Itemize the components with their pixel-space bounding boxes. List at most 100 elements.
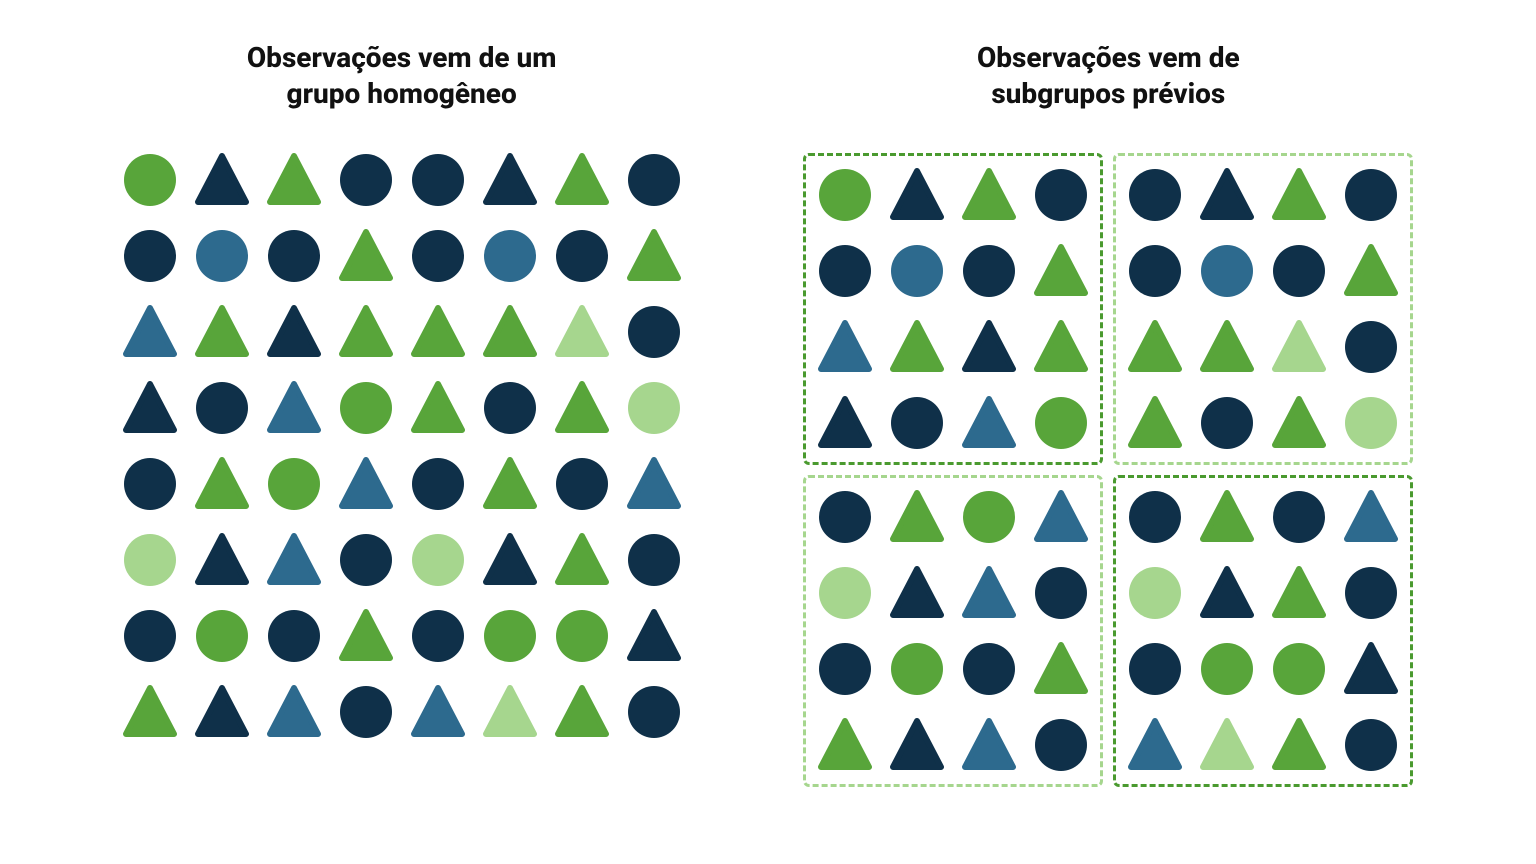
circle-shape (411, 457, 465, 511)
circle-shape (1128, 244, 1182, 298)
triangle-shape (818, 718, 872, 772)
circle-shape (339, 685, 393, 739)
triangle-shape (890, 718, 944, 772)
circle-shape (890, 642, 944, 696)
triangle-shape (555, 153, 609, 207)
circle-shape (195, 609, 249, 663)
circle-shape (1128, 168, 1182, 222)
triangle-shape (627, 457, 681, 511)
triangle-shape (962, 566, 1016, 620)
subgroup-grid-4 (1128, 490, 1398, 772)
triangle-shape (339, 305, 393, 359)
circle-shape (1272, 490, 1326, 544)
circle-shape (818, 566, 872, 620)
triangle-shape (890, 320, 944, 374)
triangle-shape (195, 457, 249, 511)
circle-shape (555, 229, 609, 283)
circle-shape (962, 244, 1016, 298)
circle-shape (1344, 320, 1398, 374)
triangle-shape (195, 533, 249, 587)
triangle-shape (267, 533, 321, 587)
triangle-shape (339, 609, 393, 663)
circle-shape (483, 609, 537, 663)
triangle-shape (195, 153, 249, 207)
circle-shape (483, 229, 537, 283)
triangle-shape (1272, 396, 1326, 450)
triangle-shape (267, 153, 321, 207)
circle-shape (818, 490, 872, 544)
triangle-shape (195, 685, 249, 739)
triangle-shape (1200, 320, 1254, 374)
triangle-shape (627, 229, 681, 283)
triangle-shape (1200, 566, 1254, 620)
triangle-shape (123, 305, 177, 359)
triangle-shape (962, 396, 1016, 450)
circle-shape (818, 244, 872, 298)
circle-shape (627, 381, 681, 435)
circle-shape (411, 609, 465, 663)
subgroup-box-2 (1113, 153, 1413, 465)
circle-shape (195, 381, 249, 435)
left-panel: Observações vem de um grupo homogêneo (123, 40, 681, 739)
triangle-shape (1034, 320, 1088, 374)
circle-shape (627, 153, 681, 207)
triangle-shape (555, 685, 609, 739)
circle-shape (1128, 566, 1182, 620)
circle-shape (483, 381, 537, 435)
circle-shape (1344, 718, 1398, 772)
circle-shape (1128, 490, 1182, 544)
circle-shape (1200, 642, 1254, 696)
triangle-shape (267, 381, 321, 435)
triangle-shape (555, 381, 609, 435)
circle-shape (1034, 168, 1088, 222)
triangle-shape (411, 381, 465, 435)
circle-shape (555, 609, 609, 663)
circle-shape (411, 229, 465, 283)
circle-shape (1200, 396, 1254, 450)
triangle-shape (890, 566, 944, 620)
circle-shape (890, 396, 944, 450)
triangle-shape (1272, 168, 1326, 222)
triangle-shape (890, 168, 944, 222)
subgroup-box-4 (1113, 475, 1413, 787)
circle-shape (1344, 168, 1398, 222)
circle-shape (1128, 642, 1182, 696)
diagram-page: Observações vem de um grupo homogêneo Ob… (0, 0, 1536, 864)
triangle-shape (1034, 642, 1088, 696)
triangle-shape (962, 168, 1016, 222)
right-quadrants (803, 153, 1413, 787)
triangle-shape (1344, 490, 1398, 544)
subgroup-grid-2 (1128, 168, 1398, 450)
triangle-shape (1128, 718, 1182, 772)
triangle-shape (555, 305, 609, 359)
circle-shape (1200, 244, 1254, 298)
circle-shape (339, 381, 393, 435)
triangle-shape (123, 685, 177, 739)
triangle-shape (195, 305, 249, 359)
triangle-shape (1034, 244, 1088, 298)
left-title: Observações vem de um grupo homogêneo (247, 40, 557, 113)
triangle-shape (1200, 718, 1254, 772)
circle-shape (962, 642, 1016, 696)
triangle-shape (483, 533, 537, 587)
circle-shape (1034, 566, 1088, 620)
circle-shape (267, 609, 321, 663)
circle-shape (818, 642, 872, 696)
circle-shape (1034, 718, 1088, 772)
triangle-shape (962, 320, 1016, 374)
triangle-shape (818, 320, 872, 374)
circle-shape (267, 457, 321, 511)
circle-shape (1034, 396, 1088, 450)
circle-shape (555, 457, 609, 511)
triangle-shape (483, 305, 537, 359)
circle-shape (1344, 396, 1398, 450)
right-panel: Observações vem de subgrupos prévios (803, 40, 1413, 787)
triangle-shape (123, 381, 177, 435)
triangle-shape (411, 305, 465, 359)
circle-shape (627, 685, 681, 739)
subgroup-grid-3 (818, 490, 1088, 772)
circle-shape (411, 533, 465, 587)
triangle-shape (818, 396, 872, 450)
triangle-shape (1200, 168, 1254, 222)
triangle-shape (555, 533, 609, 587)
